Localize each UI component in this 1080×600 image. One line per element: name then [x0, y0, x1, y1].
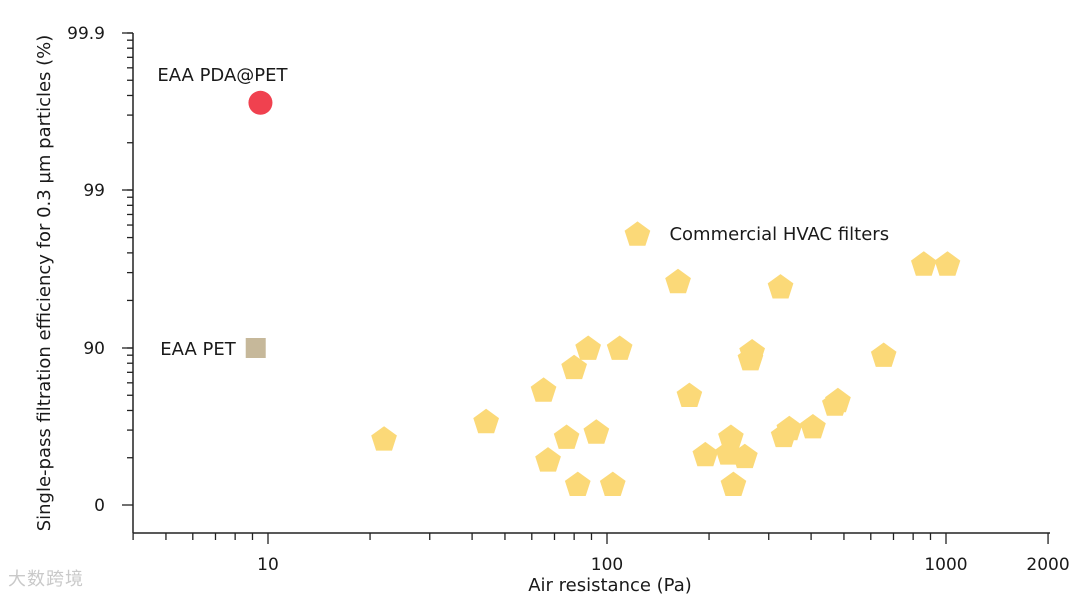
y-ticks: 0 90 99 99.9 [67, 24, 133, 516]
annotation-commercial-hvac: Commercial HVAC filters [669, 224, 889, 245]
marker-hvac-filter [624, 221, 651, 246]
marker-eaa-pda-pet [248, 90, 273, 115]
marker-hvac-filter [718, 424, 744, 449]
marker-hvac-filter [692, 441, 719, 467]
marker-eaa-pet [245, 338, 266, 358]
y-axis-title: Single-pass filtration efficiency for 0.… [34, 35, 55, 532]
marker-hvac-filter [911, 251, 937, 276]
marker-hvac-filter [371, 426, 397, 451]
annotation-eaa-pda-pet: EAA PDA@PET [157, 65, 288, 86]
marker-hvac-filter [535, 447, 561, 472]
x-ticks: 10 100 1000 2000 [132, 533, 1070, 575]
data-markers [245, 90, 961, 496]
marker-hvac-filter [561, 354, 587, 380]
marker-hvac-filter [870, 342, 897, 367]
marker-hvac-filter [676, 382, 703, 407]
x-tick-label: 1000 [924, 555, 967, 575]
marker-hvac-filter [665, 268, 691, 294]
y-tick-label: 99.9 [67, 24, 105, 44]
marker-hvac-filter [473, 408, 499, 434]
marker-hvac-filter [575, 335, 601, 360]
x-tick-label: 2000 [1026, 555, 1069, 575]
marker-hvac-filter [776, 415, 803, 441]
marker-hvac-filter [583, 419, 610, 444]
marker-hvac-filter [825, 387, 851, 413]
marker-hvac-filter [739, 339, 765, 364]
marker-hvac-filter [934, 251, 961, 276]
marker-hvac-filter [800, 414, 826, 439]
watermark: 大数跨境 [8, 569, 84, 590]
x-tick-label: 100 [591, 555, 623, 575]
marker-hvac-filter [720, 471, 747, 496]
marker-hvac-filter [732, 443, 758, 469]
y-tick-label: 0 [94, 496, 105, 516]
marker-hvac-filter [599, 471, 626, 496]
annotation-eaa-pet: EAA PET [160, 339, 236, 360]
x-axis-title: Air resistance (Pa) [528, 575, 692, 596]
y-tick-label: 99 [83, 181, 105, 201]
marker-hvac-filter [767, 274, 794, 299]
marker-hvac-filter [530, 377, 557, 402]
marker-hvac-filter [553, 424, 580, 449]
x-tick-label: 10 [257, 555, 279, 575]
y-tick-label: 90 [83, 339, 105, 359]
marker-hvac-filter [606, 335, 633, 360]
marker-hvac-filter [564, 471, 591, 496]
